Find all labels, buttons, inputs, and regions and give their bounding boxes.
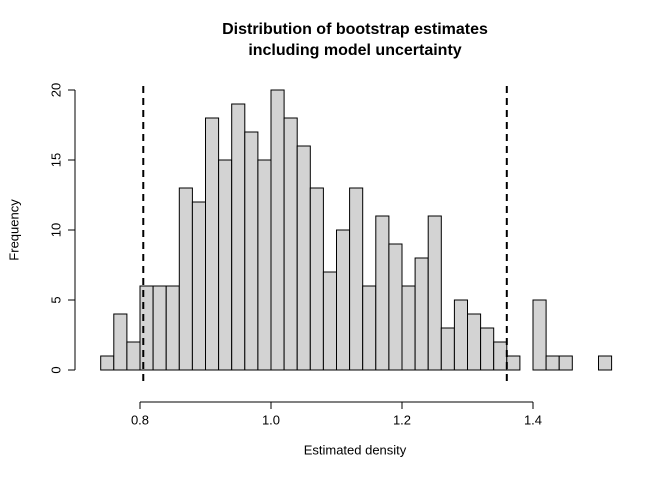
bar [139,285,154,371]
bar [100,355,115,371]
bar [152,285,167,371]
y-tick-label: 15 [48,153,63,167]
bar [126,341,141,371]
bar [375,215,390,371]
bar [467,313,482,371]
bar [532,299,547,371]
bar [231,103,246,371]
bar [349,187,364,371]
y-axis-label: Frequency [6,199,21,261]
y-tick-label: 5 [48,296,63,303]
bar [336,229,351,371]
bar [270,89,285,371]
y-tick-label: 0 [48,366,63,373]
bar [453,299,468,371]
bar [296,145,311,371]
chart-title: Distribution of bootstrap estimates [222,21,488,38]
bar [493,341,508,371]
bar [205,117,220,371]
y-tick-label: 20 [48,83,63,97]
bar [283,117,298,371]
bar [401,285,416,371]
bar [362,285,377,371]
bar [257,159,272,371]
chart-title: including model uncertainty [248,42,461,59]
x-tick-label: 1.0 [262,412,280,427]
bar [309,187,324,371]
x-axis-label: Estimated density [304,442,407,457]
x-tick-label: 1.2 [393,412,411,427]
bar [178,187,193,371]
bar [480,327,495,371]
bar [388,243,403,371]
bar [165,285,180,371]
bar [322,271,337,371]
bar [558,355,573,371]
bar [440,327,455,371]
bar [506,355,521,371]
bar [191,201,206,371]
bar [598,355,613,371]
x-tick-label: 0.8 [131,412,149,427]
bar [545,355,560,371]
bar [414,257,429,371]
bar [427,215,442,371]
y-tick-label: 10 [48,223,63,237]
bar [113,313,128,371]
x-tick-label: 1.4 [524,412,542,427]
bar [218,159,233,371]
bar [244,131,259,371]
